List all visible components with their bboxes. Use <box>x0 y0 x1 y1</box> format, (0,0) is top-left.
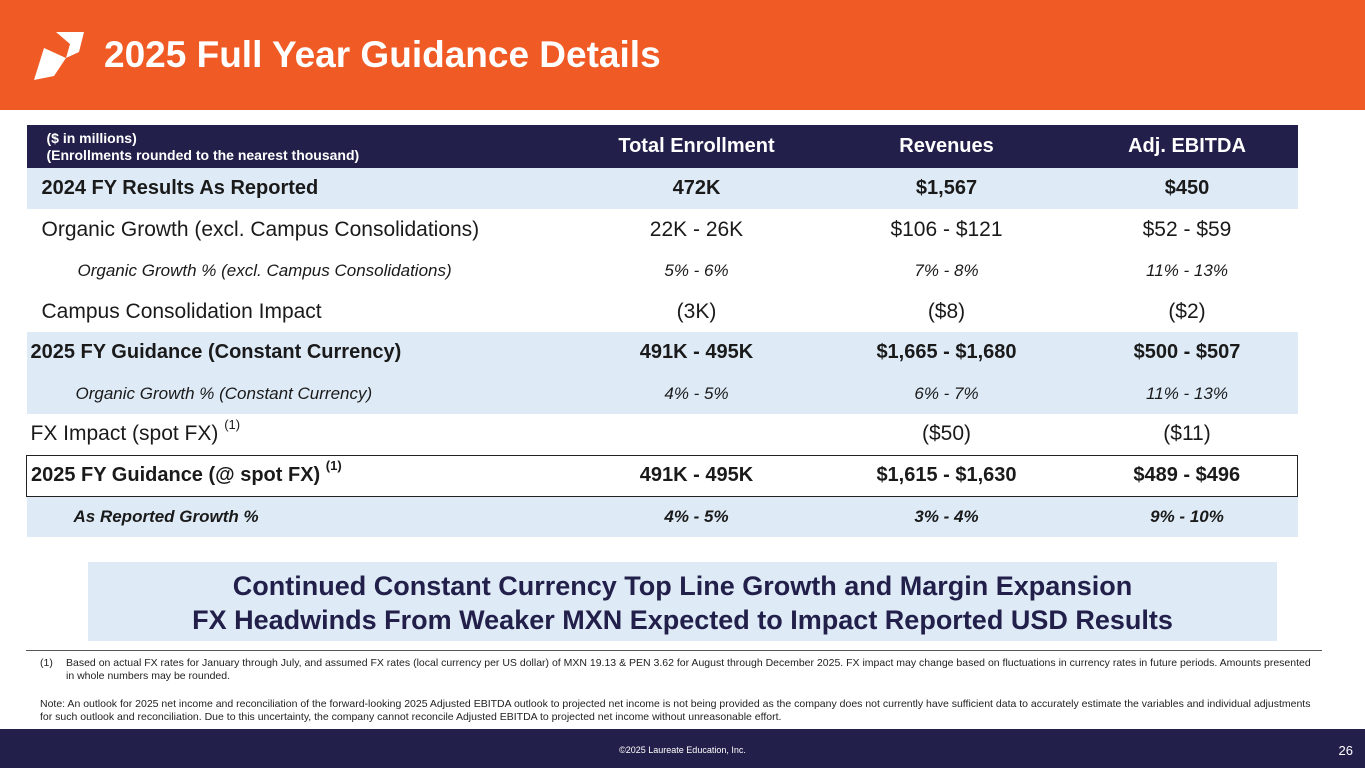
row-label: Organic Growth % (excl. Campus Consolida… <box>77 260 452 280</box>
row-label: 2024 FY Results As Reported <box>41 177 319 199</box>
cell-adj-ebitda: $52 - $59 <box>1142 217 1232 241</box>
cell-adj-ebitda: 11% - 13% <box>1146 260 1228 280</box>
cell-revenues: ($8) <box>927 299 966 323</box>
footnote-ref: (1) <box>325 458 342 474</box>
cell-enrollment: 491K - 495K <box>576 454 817 497</box>
table-row: FX Impact (spot FX) (1) ($50) ($11) <box>27 414 1298 455</box>
row-label: Organic Growth (excl. Campus Consolidati… <box>41 217 480 241</box>
cell-revenues: ($50) <box>921 422 972 446</box>
cell-adj-ebitda: ($2) <box>1168 299 1206 323</box>
row-label-cell: FX Impact (spot FX) (1) <box>27 414 577 455</box>
table-header-row: ($ in millions) (Enrollments rounded to … <box>26 125 1298 168</box>
divider <box>26 650 1322 651</box>
footnote-1: (1) Based on actual FX rates for January… <box>40 657 1320 683</box>
cell-revenues: $1,665 - $1,680 <box>876 341 1017 363</box>
guidance-table: ($ in millions) (Enrollments rounded to … <box>26 125 1298 537</box>
table-row: Organic Growth % (excl. Campus Consolida… <box>27 250 1298 291</box>
cell-revenues: $1,615 - $1,630 <box>816 454 1077 497</box>
footnote-text: Based on actual FX rates for January thr… <box>66 657 1311 682</box>
row-label: Organic Growth % (Constant Currency) <box>75 383 373 403</box>
units-note-line2: (Enrollments rounded to the nearest thou… <box>46 146 360 163</box>
cell-adj-ebitda: ($11) <box>1163 422 1211 446</box>
header-bar: 2025 Full Year Guidance Details <box>0 0 1365 110</box>
cell-adj-ebitda: 11% - 13% <box>1146 383 1228 403</box>
row-label-cell: 2025 FY Guidance (@ spot FX) (1) <box>26 454 577 497</box>
cell-enrollment: 491K - 495K <box>639 341 754 363</box>
cell-enrollment <box>577 414 817 455</box>
cell-revenues: 6% - 7% <box>914 383 979 403</box>
footnote-ref: (1) <box>224 417 241 433</box>
col-header-adj-ebitda: Adj. EBITDA <box>1128 135 1246 157</box>
cell-enrollment: 5% - 6% <box>664 260 729 280</box>
key-message-callout: Continued Constant Currency Top Line Gro… <box>88 562 1277 641</box>
table-row: As Reported Growth % 4% - 5% 3% - 4% 9% … <box>26 496 1298 537</box>
cell-revenues: 3% - 4% <box>914 506 979 526</box>
footer-bar: ©2025 Laureate Education, Inc. 26 <box>0 729 1365 768</box>
copyright: ©2025 Laureate Education, Inc. <box>619 745 746 755</box>
row-label: 2025 FY Guidance (@ spot FX) <box>31 464 321 486</box>
table-row: 2024 FY Results As Reported 472K $1,567 … <box>26 168 1298 209</box>
laureate-leaf-icon <box>34 32 84 80</box>
table-row: Campus Consolidation Impact (3K) ($8) ($… <box>27 291 1298 332</box>
row-label: Campus Consolidation Impact <box>41 299 322 323</box>
table-row: Organic Growth % (Constant Currency) 4% … <box>26 373 1298 414</box>
cell-enrollment: (3K) <box>676 299 717 323</box>
cell-revenues: 7% - 8% <box>914 260 979 280</box>
col-header-revenues: Revenues <box>899 135 994 157</box>
cell-enrollment: 4% - 5% <box>664 506 729 526</box>
cell-adj-ebitda: $500 - $507 <box>1133 341 1241 363</box>
cell-revenues: $106 - $121 <box>890 217 1003 241</box>
table-row: 2025 FY Guidance (Constant Currency) 491… <box>26 332 1298 373</box>
cell-enrollment: 22K - 26K <box>649 217 744 241</box>
units-note-line1: ($ in millions) <box>46 129 137 146</box>
cell-adj-ebitda: $450 <box>1164 177 1210 199</box>
callout-line2: FX Headwinds From Weaker MXN Expected to… <box>192 605 1173 635</box>
table-row: Organic Growth (excl. Campus Consolidati… <box>27 209 1298 250</box>
cell-adj-ebitda: $489 - $496 <box>1076 454 1298 497</box>
cell-revenues: $1,567 <box>915 177 978 199</box>
footnote-number: (1) <box>40 657 53 669</box>
col-header-enrollment: Total Enrollment <box>618 135 775 157</box>
row-label: FX Impact (spot FX) <box>30 422 219 446</box>
page-number: 26 <box>1338 743 1353 758</box>
page-title: 2025 Full Year Guidance Details <box>104 34 661 75</box>
cell-adj-ebitda: 9% - 10% <box>1150 506 1224 526</box>
units-note: ($ in millions) (Enrollments rounded to … <box>27 125 577 168</box>
cell-enrollment: 4% - 5% <box>664 383 729 403</box>
cell-enrollment: 472K <box>672 177 721 199</box>
callout-line1: Continued Constant Currency Top Line Gro… <box>232 571 1133 601</box>
disclaimer-note: Note: An outlook for 2025 net income and… <box>40 698 1311 723</box>
row-label: As Reported Growth % <box>73 506 259 526</box>
table-row: 2025 FY Guidance (@ spot FX) (1) 491K - … <box>26 454 1298 497</box>
row-label: 2025 FY Guidance (Constant Currency) <box>30 341 402 363</box>
